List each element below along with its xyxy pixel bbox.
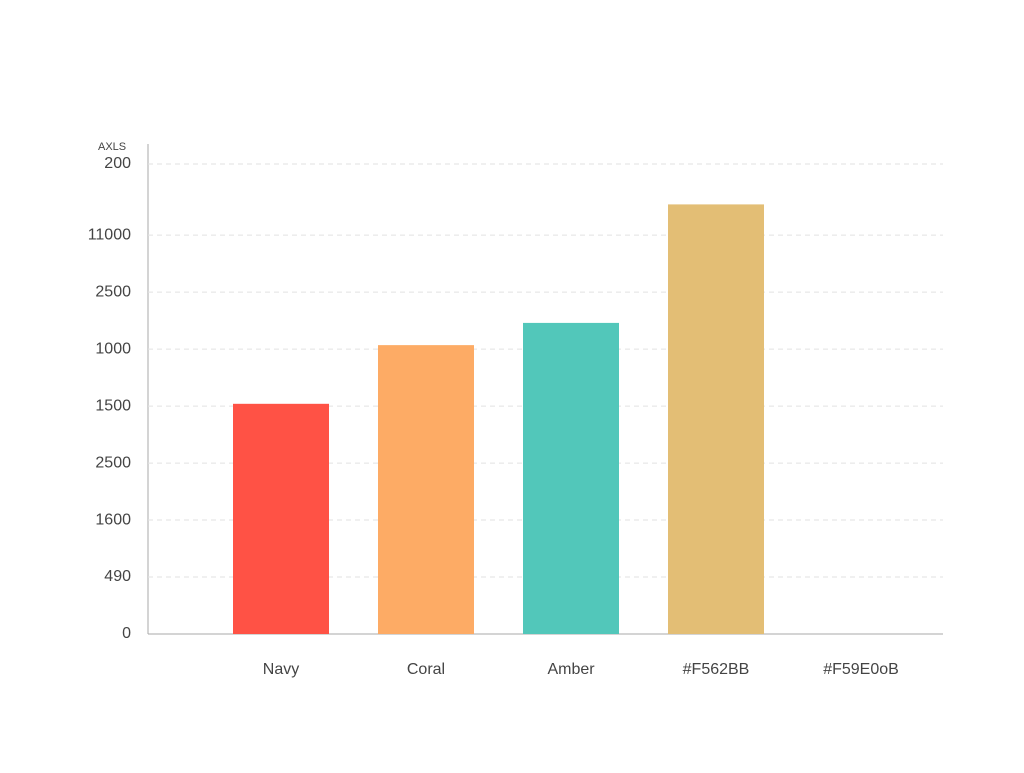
bar bbox=[668, 204, 764, 634]
bar bbox=[233, 403, 329, 634]
y-tick-label: 1000 bbox=[95, 340, 131, 357]
x-tick-label: Coral bbox=[407, 661, 445, 678]
bar bbox=[523, 322, 619, 634]
y-tick-label: 490 bbox=[104, 568, 131, 585]
y-tick-label: 2500 bbox=[95, 283, 131, 300]
x-tick-label: Amber bbox=[547, 661, 595, 678]
x-tick-label: Navy bbox=[263, 661, 299, 678]
y-tick-label: 1500 bbox=[95, 397, 131, 414]
bar bbox=[378, 345, 474, 634]
y-tick-label: 11000 bbox=[88, 226, 131, 243]
y-tick-label: 2500 bbox=[95, 454, 131, 471]
y-tick-label: 200 bbox=[104, 155, 131, 172]
x-tick-label: #F562BB bbox=[683, 661, 750, 678]
y-tick-label: 0 bbox=[122, 625, 131, 642]
y-axis-label: AXLS bbox=[98, 141, 126, 153]
x-tick-label: #F59E0oB bbox=[823, 661, 899, 678]
y-tick-label: 1600 bbox=[95, 511, 131, 528]
